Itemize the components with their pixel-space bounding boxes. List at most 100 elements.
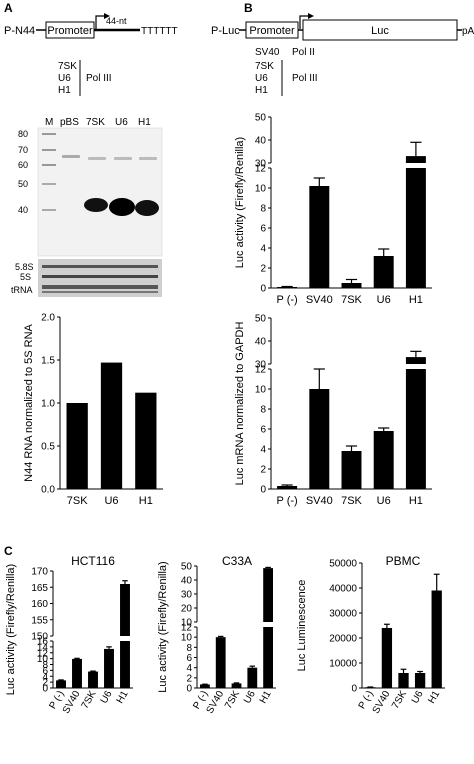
transcription-start-arrow-b: [308, 13, 314, 19]
y-tick-label: 0: [351, 684, 357, 695]
marker-80: 80: [18, 129, 28, 139]
y-tick-label: 4: [260, 445, 266, 456]
gel-lane-4: U6: [115, 117, 128, 128]
chart-title: PBMC: [386, 554, 421, 568]
y-tick-label: 1.0: [41, 399, 55, 410]
x-tick-label: H1: [409, 495, 423, 507]
x-tick-label: P (-): [277, 495, 298, 507]
y-axis-label: Luc activity (Firefly/Renilla): [5, 564, 17, 695]
y-tick-label: 4: [42, 672, 48, 683]
y-tick-label: 170: [31, 567, 48, 578]
rrna-trna: tRNA: [11, 285, 33, 295]
y-tick-label: 2: [260, 264, 266, 275]
y-tick-label: 1.5: [41, 356, 55, 367]
y-tick-label: 150: [31, 632, 48, 643]
y-tick-label: 4: [186, 663, 192, 674]
y-axis-label: Luc activity (Firefly/Renilla): [234, 137, 246, 268]
y-tick-label: 50: [255, 314, 267, 325]
rrna-58s: 5.8S: [15, 262, 34, 272]
y-tick-label: 0.5: [41, 442, 55, 453]
bar: [277, 486, 298, 489]
y-tick-label: 10: [181, 618, 193, 629]
y-tick-label: 0: [260, 485, 266, 496]
panel-a-construct: P-N44 Promoter 44-nt TTTTTT 7SK U6 H1 Po…: [4, 13, 178, 96]
insert-label: 44-nt: [106, 16, 127, 26]
x-tick-label: H1: [139, 495, 153, 507]
y-tick-label: 40000: [329, 584, 357, 595]
y-tick-label: 6: [260, 425, 266, 436]
x-tick-label: SV40: [371, 689, 393, 716]
promoter-b-u6: U6: [255, 73, 268, 84]
gel-lane-2: pBS: [60, 117, 79, 128]
y-tick-label: 0: [260, 284, 266, 295]
bar: [277, 287, 298, 288]
y-tick-label: 8: [42, 660, 48, 671]
y-tick-label: 10000: [329, 659, 357, 670]
promoter-a-2: U6: [58, 73, 71, 84]
bar: [381, 628, 393, 688]
y-tick-label: 2.0: [41, 313, 55, 324]
y-tick-label: 30: [181, 590, 193, 601]
promoter-a-3: H1: [58, 85, 71, 96]
y-tick-label: 30000: [329, 609, 357, 620]
x-tick-label: H1: [258, 689, 274, 706]
bar: [56, 680, 66, 688]
y-tick-label: 2: [186, 673, 192, 684]
panel-c-letter: C: [4, 544, 13, 558]
y-tick-label: 40: [181, 576, 193, 587]
y-tick-label: 50: [255, 113, 267, 124]
pol-iii-label-a: Pol III: [86, 73, 112, 84]
y-tick-label: 10: [255, 184, 267, 195]
y-tick-label: 14: [37, 642, 49, 653]
bar: [263, 568, 273, 688]
y-axis-label: Luc mRNA normalized to GAPDH: [234, 322, 246, 486]
y-tick-label: 50: [181, 562, 193, 573]
panel-b-construct: P-Luc Promoter Luc pA SV40 Pol II 7SK U6…: [211, 13, 474, 96]
y-tick-label: 40: [255, 337, 267, 348]
promoter-box-a-label: Promoter: [47, 25, 93, 37]
x-tick-label: 7SK: [223, 689, 242, 711]
promoter-b-sv40: SV40: [255, 47, 280, 58]
transcription-start-arrow-a: [104, 13, 110, 19]
pol-ii-label: Pol II: [292, 47, 315, 58]
y-tick-label: 4: [260, 244, 266, 255]
gel-lane-3: 7SK: [86, 117, 105, 128]
y-tick-label: 6: [186, 653, 192, 664]
x-tick-label: 7SK: [80, 689, 99, 711]
promoter-a-1: 7SK: [58, 61, 77, 72]
x-tick-label: 7SK: [341, 294, 362, 306]
y-axis-label: Luc activity (Firefly/Renilla): [157, 561, 169, 692]
x-tick-label: P (-): [277, 294, 298, 306]
x-tick-label: H1: [115, 689, 131, 706]
y-tick-label: 30: [255, 159, 267, 170]
x-tick-label: H1: [409, 294, 423, 306]
y-axis-label: Luc Luminescence: [296, 580, 308, 672]
chart-title: HCT116: [71, 554, 115, 568]
y-tick-label: 12: [255, 164, 267, 175]
x-tick-label: U6: [410, 689, 426, 706]
bar: [398, 673, 409, 688]
y-tick-label: 30: [255, 360, 267, 371]
y-tick-label: 10: [181, 633, 193, 644]
y-tick-label: 2: [260, 465, 266, 476]
x-tick-label: 7SK: [390, 689, 409, 711]
x-tick-label: H1: [426, 689, 442, 706]
bar-break: [404, 364, 427, 369]
y-tick-label: 12: [181, 623, 193, 634]
panel-a-letter: A: [4, 1, 13, 15]
marker-50: 50: [18, 179, 28, 189]
y-tick-label: 0.0: [41, 485, 55, 496]
y-tick-label: 12: [37, 648, 49, 659]
bar: [200, 684, 210, 688]
y-axis-label: N44 RNA normalized to 5S RNA: [23, 323, 35, 481]
y-tick-label: 16: [37, 637, 49, 648]
bar: [309, 186, 330, 288]
y-tick-label: 8: [186, 643, 192, 654]
promoter-b-7sk: 7SK: [255, 61, 274, 72]
bar: [309, 389, 330, 489]
y-tick-label: 155: [31, 615, 48, 626]
